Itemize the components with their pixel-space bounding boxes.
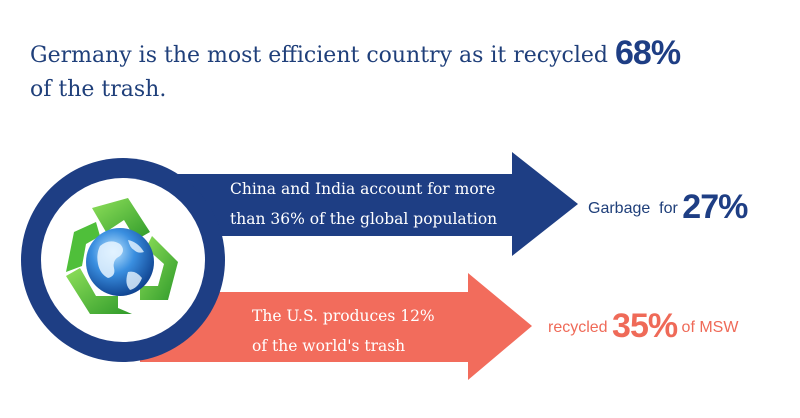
stat-top-label: Garbage for	[588, 200, 678, 217]
stat-bottom-value: 35%	[612, 307, 678, 345]
arrow-bottom-line2: of the world's trash	[252, 337, 406, 355]
headline-highlight: 68%	[615, 34, 681, 72]
headline-text: Germany is the most efficient country as…	[30, 43, 609, 68]
stat-bottom-label: recycled	[548, 319, 608, 336]
stat-bottom-suffix: of MSW	[681, 319, 739, 336]
stat-bottom: recycled 35% of MSW	[548, 307, 738, 346]
headline-text-continued: of the trash.	[30, 77, 167, 102]
arrow-top-line2: than 36% of the global population	[230, 210, 498, 228]
headline: Germany is the most efficient country as…	[30, 36, 750, 107]
arrow-top-line1: China and India account for more	[230, 180, 496, 198]
stat-top: Garbage for 27%	[588, 188, 748, 227]
arrow-top-text: China and India account for more than 36…	[230, 174, 497, 234]
arrow-bottom-text: The U.S. produces 12% of the world's tra…	[252, 301, 435, 361]
arrow-top	[160, 152, 578, 256]
recycle-globe-icon	[66, 198, 178, 314]
arrow-bottom	[140, 273, 532, 380]
stat-top-value: 27%	[682, 188, 748, 226]
arrow-bottom-line1: The U.S. produces 12%	[252, 307, 435, 325]
